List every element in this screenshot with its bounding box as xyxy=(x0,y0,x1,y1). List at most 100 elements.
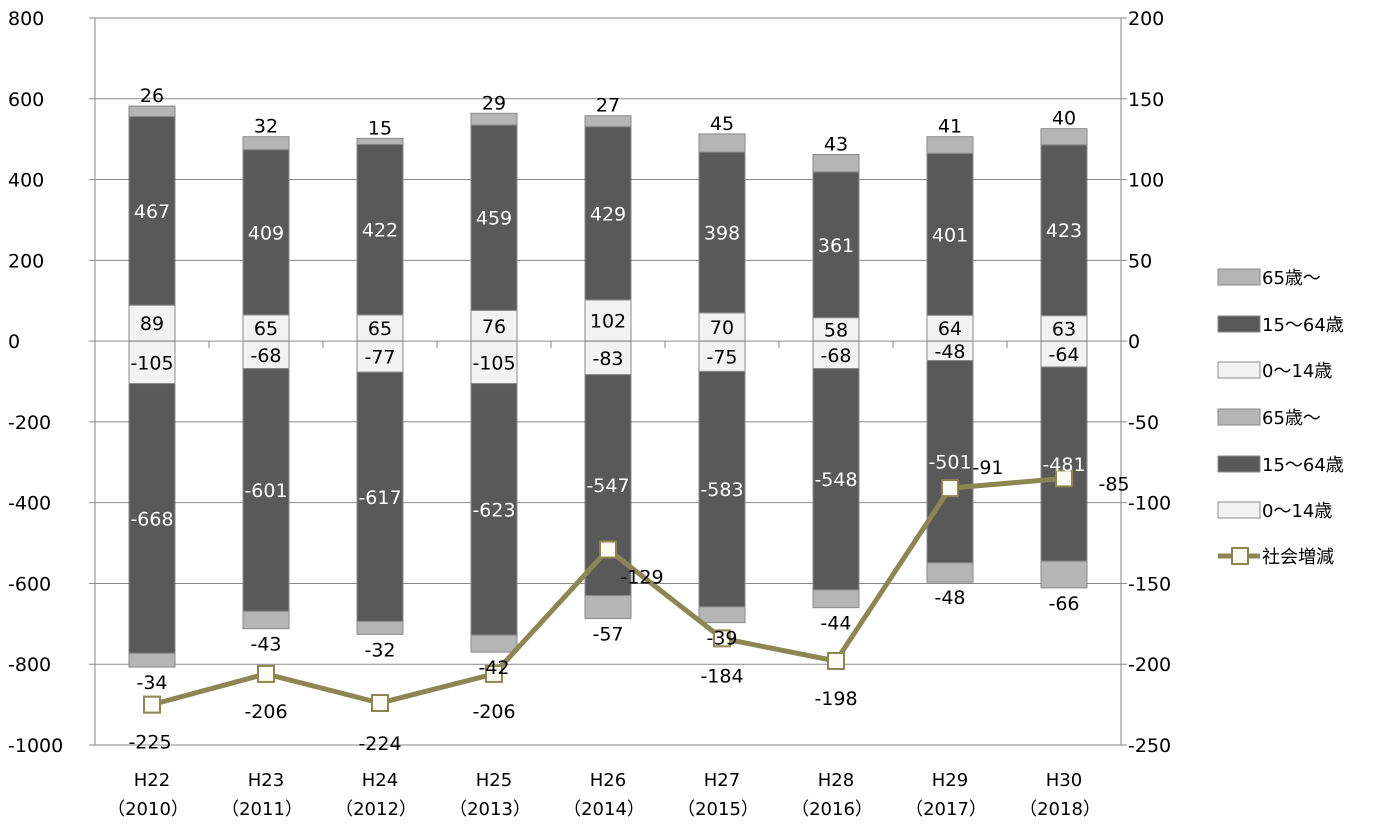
data-label: -68 xyxy=(820,345,851,367)
data-label: 32 xyxy=(254,116,278,138)
legend-swatch xyxy=(1217,501,1261,519)
bar-segment xyxy=(812,154,860,173)
left-tick-label: 600 xyxy=(8,89,44,111)
bar-segment xyxy=(128,116,176,306)
category-label: H24 xyxy=(362,770,398,791)
category-label-year: （2012） xyxy=(335,799,417,820)
right-tick-label: -150 xyxy=(1128,573,1171,595)
bar-segment xyxy=(812,589,860,609)
data-label: 58 xyxy=(824,319,848,341)
right-tick-label: -50 xyxy=(1128,412,1159,434)
left-tick-label: 400 xyxy=(8,170,44,192)
data-label: -481 xyxy=(1042,454,1085,476)
bar-segment xyxy=(926,314,974,342)
bar-segment xyxy=(242,149,290,316)
data-label: -77 xyxy=(364,347,395,369)
legend-swatch xyxy=(1217,455,1261,473)
data-label: -617 xyxy=(358,487,401,509)
line-data-label: -206 xyxy=(472,701,515,723)
category-label-year: （2011） xyxy=(221,799,303,820)
data-label: 64 xyxy=(938,318,962,340)
line-data-label: -129 xyxy=(620,567,663,589)
data-label: 15 xyxy=(368,117,392,139)
category-label: H28 xyxy=(818,770,854,791)
line-series xyxy=(143,469,1073,714)
bar-segment xyxy=(128,652,176,668)
data-label: 26 xyxy=(140,85,164,107)
bar-segment xyxy=(698,340,746,372)
bar-segment xyxy=(1040,144,1088,317)
data-label: 409 xyxy=(248,222,284,244)
line-marker xyxy=(257,664,275,683)
data-label: 398 xyxy=(704,222,740,244)
data-label: -601 xyxy=(244,480,287,502)
category-label: H23 xyxy=(248,770,284,791)
line-data-label: -206 xyxy=(244,701,287,723)
data-label: 43 xyxy=(824,134,848,156)
bar-segment xyxy=(470,112,518,126)
bar-segment xyxy=(584,340,632,376)
legend-line-marker xyxy=(1231,547,1249,565)
category-label: H25 xyxy=(476,770,512,791)
category-label: H29 xyxy=(932,770,968,791)
line-data-label: -91 xyxy=(972,457,1003,479)
legend-swatch xyxy=(1217,408,1261,426)
bar-segment xyxy=(584,115,632,128)
data-label: 459 xyxy=(476,208,512,230)
data-label: -623 xyxy=(472,499,515,521)
axes: 8006004002000-200-400-600-800-1000200150… xyxy=(8,8,1171,820)
left-tick-label: 800 xyxy=(8,8,44,30)
data-label: -66 xyxy=(1048,593,1079,615)
data-label: 76 xyxy=(482,316,506,338)
right-tick-label: 200 xyxy=(1128,8,1164,30)
data-label: -32 xyxy=(364,639,395,661)
bar-segment xyxy=(812,340,860,370)
data-label: 89 xyxy=(140,313,164,335)
legend-label: 0〜14歳 xyxy=(1262,501,1332,522)
line-marker xyxy=(827,651,845,670)
bar-segment xyxy=(926,359,974,564)
data-label: -34 xyxy=(136,672,167,694)
bar-segment xyxy=(356,620,404,635)
data-label: -42 xyxy=(478,657,509,679)
data-label: 45 xyxy=(710,113,734,135)
line-marker xyxy=(713,629,731,648)
bar-segment xyxy=(470,124,518,311)
category-label-year: （2015） xyxy=(677,799,759,820)
bars xyxy=(128,105,1088,668)
legend-label: 社会増減 xyxy=(1262,547,1334,568)
bar-segment xyxy=(356,371,404,622)
data-label: -57 xyxy=(592,624,623,646)
data-label: 65 xyxy=(254,318,278,340)
left-tick-label: -600 xyxy=(8,573,51,595)
legend-label: 0〜14歳 xyxy=(1262,361,1332,382)
bar-segment xyxy=(584,595,632,620)
bar-segment xyxy=(470,340,518,385)
line-data-label: -184 xyxy=(700,665,743,687)
data-label: 40 xyxy=(1052,108,1076,130)
bar-segment xyxy=(1040,128,1088,146)
data-label: 423 xyxy=(1046,220,1082,242)
right-tick-label: 0 xyxy=(1128,331,1140,353)
bar-segment xyxy=(356,314,404,342)
category-label-year: （2016） xyxy=(791,799,873,820)
line-data-label: -198 xyxy=(814,688,857,710)
data-label: 41 xyxy=(938,116,962,138)
legend-swatch xyxy=(1217,315,1261,333)
legend-label: 65歳〜 xyxy=(1262,268,1321,289)
data-label: -105 xyxy=(130,352,173,374)
right-tick-label: 50 xyxy=(1128,250,1152,272)
data-label: -501 xyxy=(928,452,971,474)
left-tick-label: -1000 xyxy=(8,735,63,757)
bar-segment xyxy=(242,136,290,151)
right-tick-label: 150 xyxy=(1128,89,1164,111)
bar-segment xyxy=(584,126,632,301)
category-label-year: （2017） xyxy=(905,799,987,820)
bar-segment xyxy=(812,368,860,591)
legend-label: 15〜64歳 xyxy=(1262,455,1344,476)
left-tick-label: -800 xyxy=(8,654,51,676)
category-label: H30 xyxy=(1046,770,1082,791)
bar-segment xyxy=(470,383,518,636)
